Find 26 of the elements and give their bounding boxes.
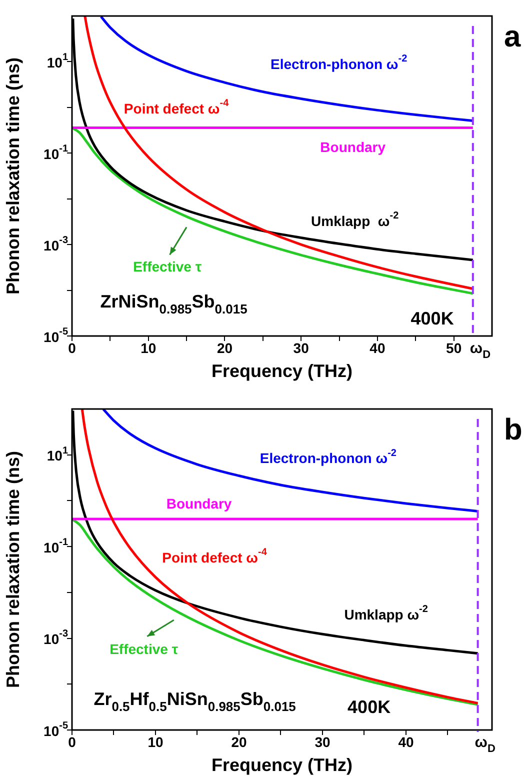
- y-axis-title: Phonon relaxation time (ns): [2, 450, 23, 688]
- x-axis-title: Frequency (THz): [211, 360, 353, 381]
- x-axis-title: Frequency (THz): [211, 754, 353, 775]
- series-label: Boundary: [166, 495, 232, 512]
- x-tick-label: 10: [140, 340, 156, 356]
- x-tick-label: 20: [231, 734, 247, 750]
- x-tick-label: 0: [68, 734, 76, 750]
- text: Effective τ: [133, 258, 202, 275]
- x-tick-label: 0: [68, 340, 76, 356]
- x-tick-label: 30: [293, 340, 310, 356]
- x-tick-label: 30: [314, 734, 330, 750]
- chart-title: a: [504, 20, 521, 54]
- annotation: 400K: [348, 697, 391, 718]
- annotation: 400K: [410, 308, 454, 328]
- line-series: [100, 16, 474, 122]
- line-series: [102, 409, 480, 512]
- x-tick-label: 20: [216, 340, 233, 356]
- series-label: Effective τ: [110, 641, 179, 658]
- series-label: Boundary: [320, 138, 386, 155]
- x-tick-label: 40: [398, 734, 414, 750]
- y-axis-title: Phonon relaxation time (ns): [2, 57, 23, 295]
- x-tick-label: 10: [148, 734, 164, 750]
- line-series: [72, 126, 474, 295]
- chart-title: b: [504, 413, 522, 446]
- x-tick-label: 40: [370, 340, 386, 356]
- x-tick-label: 50: [446, 340, 462, 356]
